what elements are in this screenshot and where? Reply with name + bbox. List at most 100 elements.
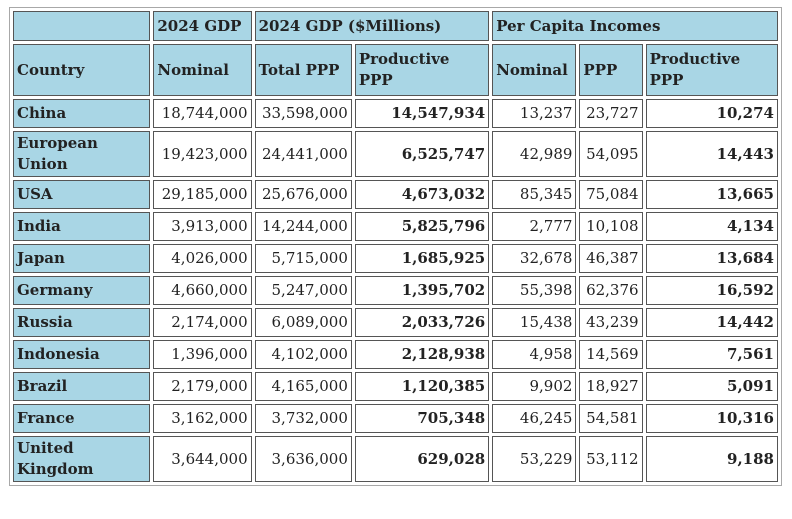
value-cell: 62,376	[579, 276, 643, 305]
value-cell: 16,592	[645, 276, 778, 305]
table-row: Brazil 2,179,000 4,165,000 1,120,385 9,902 18…	[13, 372, 778, 401]
value-cell: 55,398	[492, 276, 577, 305]
table-row: Japan 4,026,000 5,715,000 1,685,925 32,678 46…	[13, 244, 778, 273]
gdp-table: 2024 GDP 2024 GDP ($Millions) Per Capita…	[9, 7, 782, 486]
table-row: Germany 4,660,000 5,247,000 1,395,702 55,398…	[13, 276, 778, 305]
value-cell: 32,678	[492, 244, 577, 273]
value-cell: 9,902	[492, 372, 577, 401]
value-cell: 629,028	[354, 436, 490, 482]
value-cell: 10,316	[645, 404, 778, 433]
value-cell: 2,777	[492, 212, 577, 241]
value-cell: 705,348	[354, 404, 490, 433]
value-cell: 53,229	[492, 436, 577, 482]
value-cell: 14,547,934	[354, 99, 490, 128]
value-cell: 46,387	[579, 244, 643, 273]
country-cell: United Kingdom	[13, 436, 151, 482]
table-row: USA 29,185,000 25,676,000 4,673,032 85,345 75…	[13, 180, 778, 209]
table-row: China 18,744,000 33,598,000 14,547,934 13,23…	[13, 99, 778, 128]
group-header: 2024 GDP ($Millions)	[254, 11, 490, 41]
value-cell: 5,091	[645, 372, 778, 401]
group-header: Per Capita Incomes	[492, 11, 778, 41]
country-cell: China	[13, 99, 151, 128]
country-cell: Russia	[13, 308, 151, 337]
value-cell: 10,274	[645, 99, 778, 128]
column-header: PPP	[579, 44, 643, 96]
table-body: China 18,744,000 33,598,000 14,547,934 13,23…	[13, 99, 778, 482]
value-cell: 18,744,000	[153, 99, 252, 128]
value-cell: 14,443	[645, 131, 778, 177]
value-cell: 75,084	[579, 180, 643, 209]
group-header-row: 2024 GDP 2024 GDP ($Millions) Per Capita…	[13, 11, 778, 41]
column-header: Productive PPP	[645, 44, 778, 96]
value-cell: 2,033,726	[354, 308, 490, 337]
value-cell: 2,179,000	[153, 372, 252, 401]
value-cell: 13,237	[492, 99, 577, 128]
value-cell: 4,102,000	[254, 340, 352, 369]
value-cell: 33,598,000	[254, 99, 352, 128]
table-row: France 3,162,000 3,732,000 705,348 46,245 54,…	[13, 404, 778, 433]
table-row: European Union 19,423,000 24,441,000 6,525,…	[13, 131, 778, 177]
country-cell: European Union	[13, 131, 151, 177]
value-cell: 2,174,000	[153, 308, 252, 337]
table-row: Russia 2,174,000 6,089,000 2,033,726 15,438 4…	[13, 308, 778, 337]
value-cell: 3,732,000	[254, 404, 352, 433]
value-cell: 5,715,000	[254, 244, 352, 273]
country-cell: Germany	[13, 276, 151, 305]
value-cell: 2,128,938	[354, 340, 490, 369]
value-cell: 19,423,000	[153, 131, 252, 177]
value-cell: 13,684	[645, 244, 778, 273]
blank-cell	[13, 11, 151, 41]
value-cell: 25,676,000	[254, 180, 352, 209]
table-row: United Kingdom 3,644,000 3,636,000 629,028 5…	[13, 436, 778, 482]
value-cell: 54,581	[579, 404, 643, 433]
value-cell: 15,438	[492, 308, 577, 337]
value-cell: 18,927	[579, 372, 643, 401]
value-cell: 5,247,000	[254, 276, 352, 305]
group-header: 2024 GDP	[153, 11, 252, 41]
value-cell: 1,396,000	[153, 340, 252, 369]
value-cell: 14,244,000	[254, 212, 352, 241]
country-cell: India	[13, 212, 151, 241]
value-cell: 3,913,000	[153, 212, 252, 241]
value-cell: 1,685,925	[354, 244, 490, 273]
value-cell: 42,989	[492, 131, 577, 177]
table-row: Indonesia 1,396,000 4,102,000 2,128,938 4,95…	[13, 340, 778, 369]
value-cell: 7,561	[645, 340, 778, 369]
column-header: Total PPP	[254, 44, 352, 96]
value-cell: 6,525,747	[354, 131, 490, 177]
value-cell: 4,134	[645, 212, 778, 241]
value-cell: 24,441,000	[254, 131, 352, 177]
value-cell: 53,112	[579, 436, 643, 482]
value-cell: 9,188	[645, 436, 778, 482]
value-cell: 54,095	[579, 131, 643, 177]
column-header: Productive PPP	[354, 44, 490, 96]
country-cell: Japan	[13, 244, 151, 273]
value-cell: 3,644,000	[153, 436, 252, 482]
value-cell: 13,665	[645, 180, 778, 209]
header-row: Country Nominal Total PPP Productive PPP Nom…	[13, 44, 778, 96]
column-header: Country	[13, 44, 151, 96]
value-cell: 4,165,000	[254, 372, 352, 401]
value-cell: 29,185,000	[153, 180, 252, 209]
value-cell: 3,636,000	[254, 436, 352, 482]
value-cell: 10,108	[579, 212, 643, 241]
value-cell: 4,673,032	[354, 180, 490, 209]
value-cell: 43,239	[579, 308, 643, 337]
value-cell: 14,442	[645, 308, 778, 337]
value-cell: 1,395,702	[354, 276, 490, 305]
country-cell: Brazil	[13, 372, 151, 401]
value-cell: 4,660,000	[153, 276, 252, 305]
value-cell: 85,345	[492, 180, 577, 209]
country-cell: Indonesia	[13, 340, 151, 369]
country-cell: France	[13, 404, 151, 433]
table-row: India 3,913,000 14,244,000 5,825,796 2,777 10…	[13, 212, 778, 241]
value-cell: 5,825,796	[354, 212, 490, 241]
value-cell: 46,245	[492, 404, 577, 433]
value-cell: 4,026,000	[153, 244, 252, 273]
column-header: Nominal	[492, 44, 577, 96]
value-cell: 1,120,385	[354, 372, 490, 401]
value-cell: 14,569	[579, 340, 643, 369]
value-cell: 3,162,000	[153, 404, 252, 433]
value-cell: 23,727	[579, 99, 643, 128]
